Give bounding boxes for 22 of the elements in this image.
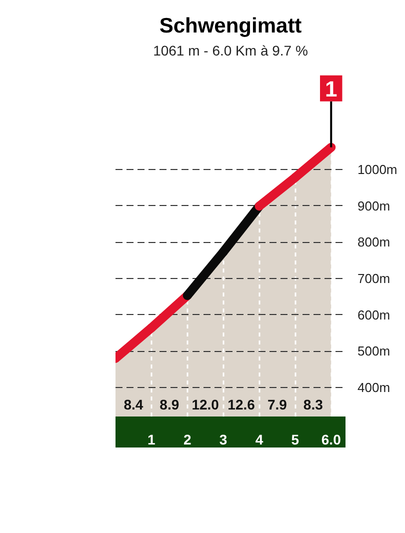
y-tick-label: 1000m — [358, 162, 398, 177]
y-tick-label: 600m — [358, 307, 390, 322]
annotation: 8.3 — [303, 396, 324, 412]
annotation: 1 — [325, 76, 338, 102]
x-tick-label: 1 — [148, 432, 156, 448]
y-tick-label: 500m — [358, 344, 390, 359]
x-tick-label: 3 — [219, 432, 228, 448]
x-tick-label: 5 — [291, 432, 300, 448]
annotation: 12.6 — [228, 396, 256, 412]
chart-title: Schwengimatt — [159, 14, 302, 38]
y-tick-label: 900m — [358, 198, 390, 214]
annotation: 8.9 — [160, 396, 180, 412]
x-tick-label: 4 — [255, 432, 264, 448]
annotation: 7.9 — [267, 396, 288, 412]
annotation: 12.0 — [192, 396, 220, 412]
chart-subtitle: 1061 m - 6.0 Km à 9.7 % — [153, 42, 308, 58]
y-tick-label: 400m — [358, 380, 390, 395]
y-tick-label: 700m — [358, 270, 390, 286]
y-tick-label: 800m — [358, 234, 390, 250]
x-tick-label: 2 — [183, 432, 192, 448]
x-tick-label: 6.0 — [321, 432, 342, 448]
annotation: 8.4 — [124, 396, 144, 412]
